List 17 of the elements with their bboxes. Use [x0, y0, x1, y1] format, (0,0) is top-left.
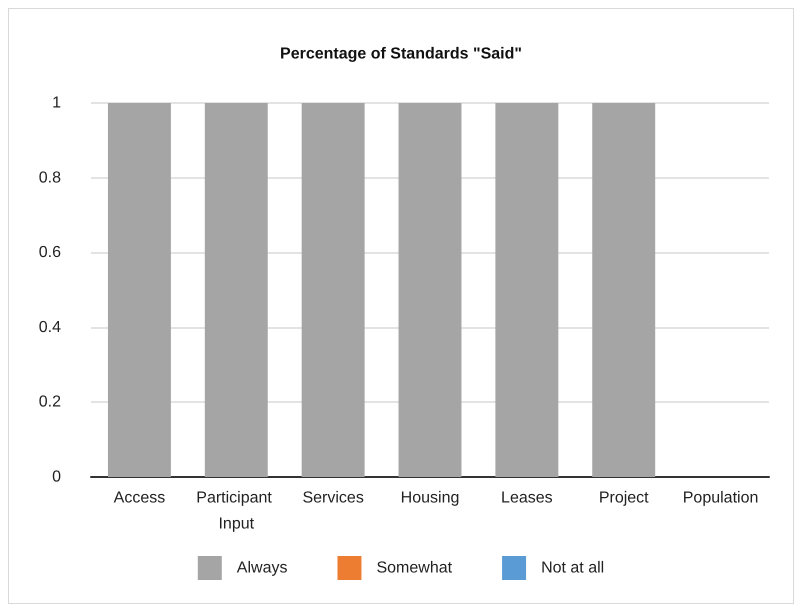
x-tick-label: Access: [114, 490, 166, 506]
y-tick-label: 0.6: [38, 244, 62, 262]
x-tick-label: Services: [302, 490, 364, 506]
x-tick-label: Leases: [501, 490, 553, 506]
x-tick-label: Project: [598, 490, 650, 506]
y-tick-label: 0.2: [38, 394, 62, 411]
y-tick-label: 0.8: [38, 169, 62, 186]
chart-title: Percentage of Standards "Said": [280, 46, 522, 62]
y-tick-label: 0: [52, 468, 62, 486]
y-tick-label: 0.4: [38, 318, 62, 336]
legend-label: Somewhat: [376, 560, 453, 576]
y-tick-label: 1: [52, 94, 62, 112]
legend-label: Always: [236, 560, 288, 576]
legend-label: Not at all: [541, 560, 604, 576]
x-tick-label: Population: [682, 490, 758, 506]
x-tick-label: Housing: [400, 490, 460, 506]
x-tick-label: Participant Input: [196, 490, 276, 532]
